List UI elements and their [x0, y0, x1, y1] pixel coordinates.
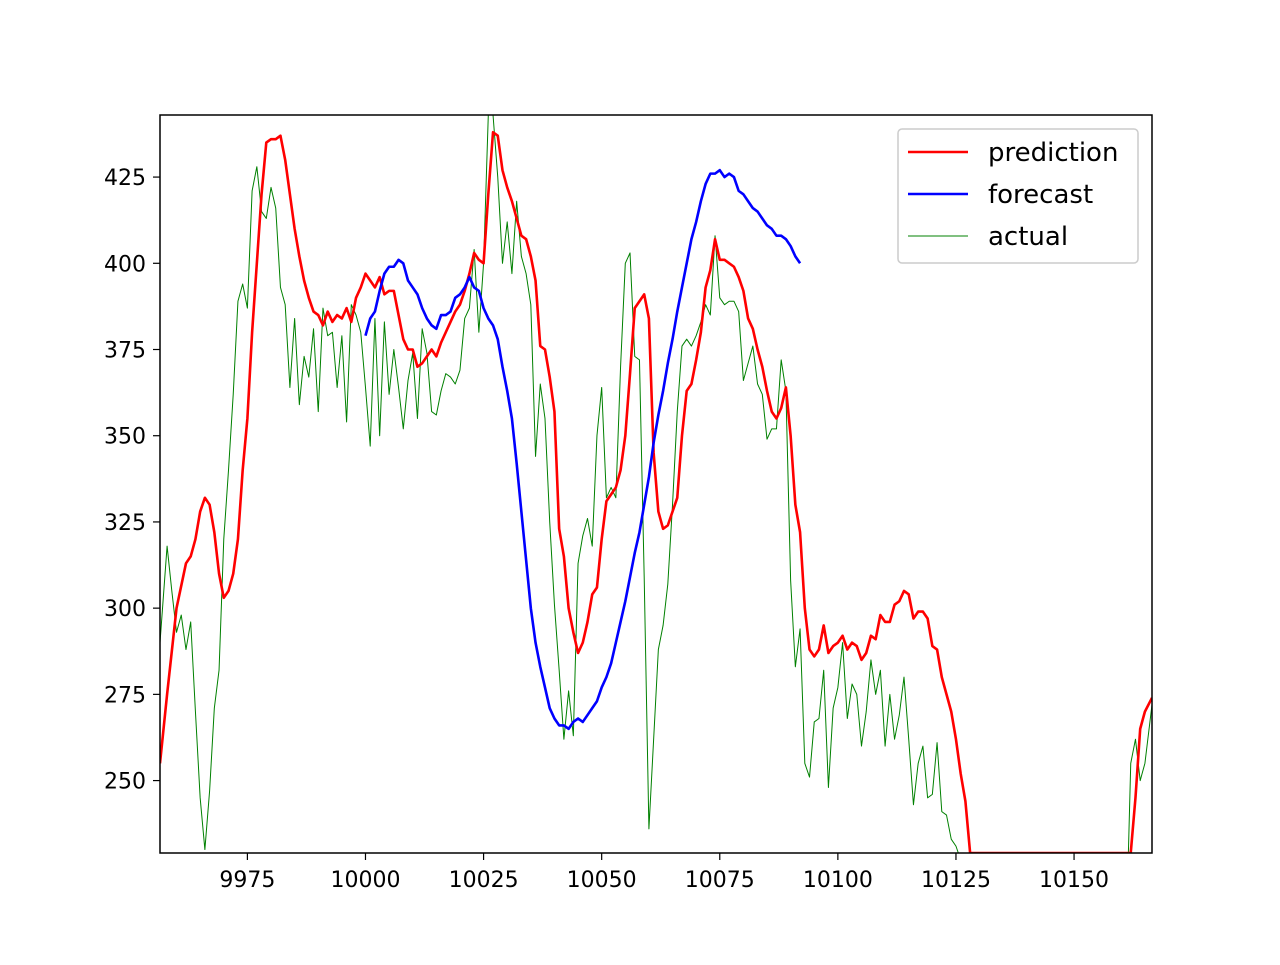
legend-box — [897, 128, 1139, 264]
x-tick-label: 9975 — [219, 868, 275, 893]
series-line-actual — [160, 115, 1152, 853]
x-tick-label: 10050 — [567, 868, 637, 893]
x-axis: 9975 10000 10025 10050 10075 10100 10125 10150 — [219, 853, 1109, 893]
y-tick-label: 425 — [104, 166, 146, 191]
y-tick-label: 375 — [104, 339, 146, 364]
x-tick-label: 10150 — [1039, 868, 1109, 893]
legend-label-prediction: prediction — [988, 138, 1118, 168]
series-layer — [160, 115, 1152, 853]
legend: prediction forecast actual — [897, 128, 1139, 264]
plot-frame — [159, 114, 1153, 854]
y-tick-label: 325 — [104, 511, 146, 536]
x-tick-label: 10000 — [330, 868, 400, 893]
x-tick-label: 10125 — [921, 868, 991, 893]
legend-label-actual: actual — [988, 222, 1068, 252]
y-tick-label: 275 — [104, 683, 146, 708]
y-tick-label: 250 — [104, 770, 146, 795]
x-tick-label: 10025 — [449, 868, 519, 893]
y-axis: 250 275 300 325 350 375 400 425 — [104, 166, 160, 795]
y-tick-label: 300 — [104, 597, 146, 622]
series-line-forecast — [364, 168, 802, 731]
x-tick-label: 10075 — [685, 868, 755, 893]
series-line-prediction — [160, 130, 1152, 853]
y-tick-label: 350 — [104, 425, 146, 450]
legend-label-forecast: forecast — [988, 180, 1093, 210]
y-tick-label: 400 — [104, 252, 146, 277]
x-tick-label: 10100 — [803, 868, 873, 893]
